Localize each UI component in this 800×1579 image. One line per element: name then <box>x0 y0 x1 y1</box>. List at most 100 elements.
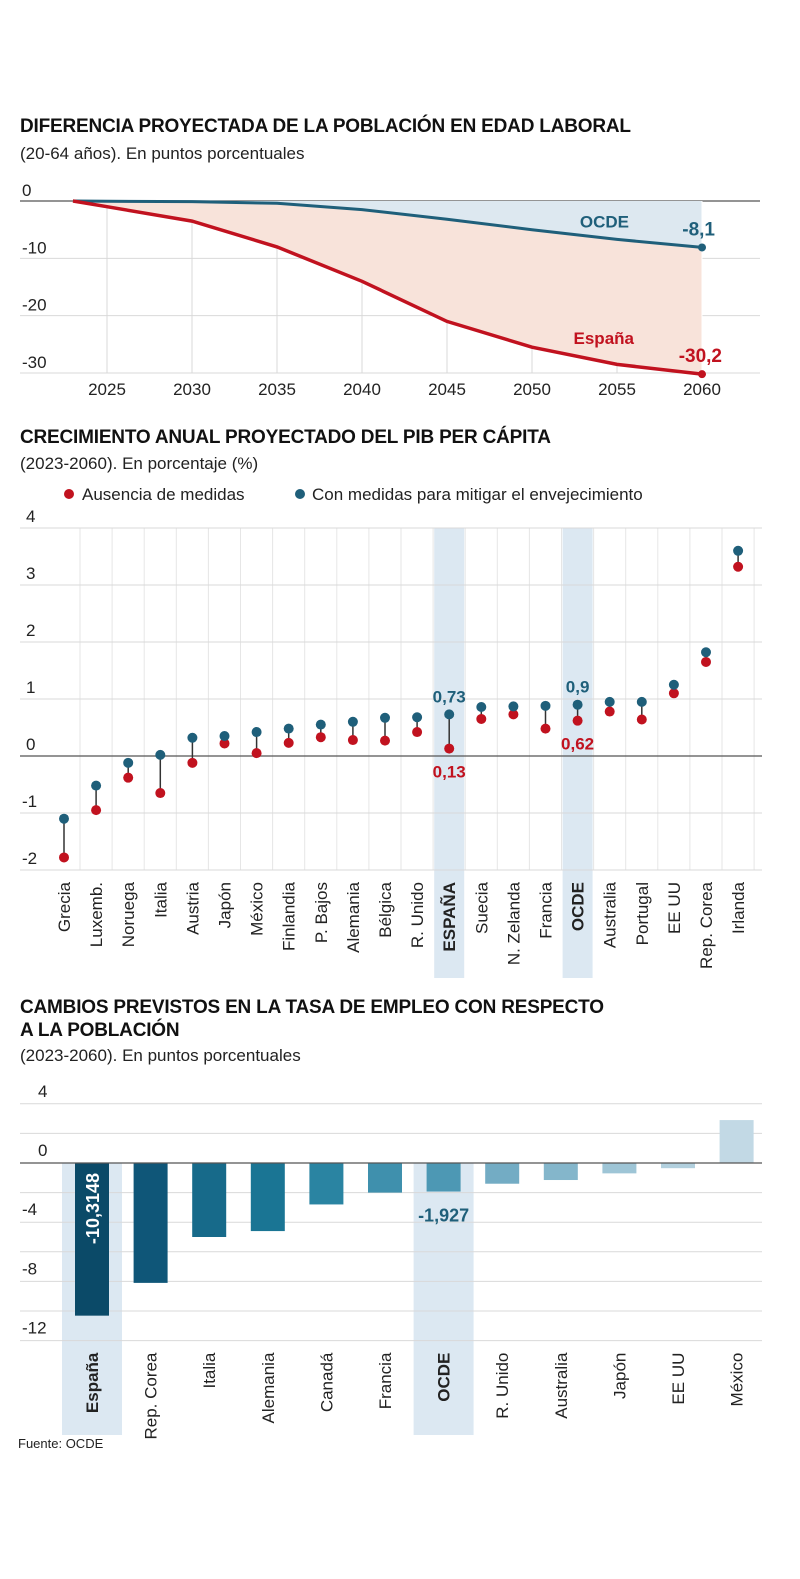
source-note: Fuente: OCDE <box>18 1436 104 1451</box>
category-label: EE UU <box>669 1353 688 1405</box>
point-without-measures <box>187 757 198 768</box>
bar <box>426 1163 461 1192</box>
category-label: Austria <box>183 881 202 934</box>
point-without-measures <box>219 738 230 749</box>
point-without-measures <box>59 852 69 863</box>
y-tick-label: -20 <box>22 296 47 315</box>
point-with-measures <box>123 757 134 768</box>
category-label: N. Zelanda <box>504 881 523 965</box>
x-tick-label: 2025 <box>88 380 126 399</box>
point-without-measures <box>540 723 551 734</box>
y-tick-label: -2 <box>22 849 37 868</box>
category-label: Japón <box>216 882 235 928</box>
oecd-line <box>72 199 703 249</box>
chart1-subtitle: (20-64 años). En puntos porcentuales <box>20 144 305 163</box>
point-with-measures <box>444 709 455 720</box>
category-label: Canadá <box>317 1352 336 1412</box>
point-without-measures <box>572 715 583 726</box>
category-label: EE UU <box>665 882 684 934</box>
point-with-measures <box>733 545 744 556</box>
point-with-measures <box>91 780 102 791</box>
point-without-measures <box>347 735 358 746</box>
legend-label-with: Con medidas para mitigar el envejecimien… <box>312 485 643 504</box>
category-label: OCDE <box>569 882 588 931</box>
y-tick-label: 0 <box>26 735 35 754</box>
category-label: Alemania <box>259 1352 278 1423</box>
point-with-measures <box>604 696 615 707</box>
y-tick-label: 0 <box>22 181 31 200</box>
point-with-measures <box>251 727 262 738</box>
point-without-measures <box>155 788 166 799</box>
point-without-measures <box>733 561 744 572</box>
category-label: Bélgica <box>376 881 395 937</box>
oecd-value-label: -1,927 <box>418 1206 469 1226</box>
x-tick-label: 2030 <box>173 380 211 399</box>
point-with-measures <box>476 701 487 712</box>
category-label: España <box>83 1352 102 1413</box>
category-label: México <box>248 882 267 936</box>
y-tick-label: -30 <box>22 353 47 372</box>
spain-end-value: -30,2 <box>679 346 722 367</box>
category-label: Grecia <box>55 881 74 932</box>
x-tick-label: 2035 <box>258 380 296 399</box>
oecd-series-label: OCDE <box>580 212 629 231</box>
spain-line <box>72 199 703 376</box>
point-without-measures <box>636 714 647 725</box>
y-tick-label: -4 <box>22 1200 37 1219</box>
category-label: Australia <box>552 1352 571 1419</box>
annotation-without-measures: 0,62 <box>561 735 594 754</box>
bar <box>719 1120 754 1163</box>
category-label: Suecia <box>472 881 491 934</box>
point-with-measures <box>701 647 711 658</box>
point-without-measures <box>91 805 102 816</box>
category-label: Australia <box>601 881 620 948</box>
category-label: México <box>728 1353 747 1407</box>
y-tick-label: 1 <box>26 678 35 697</box>
spain-end-point <box>698 370 706 379</box>
point-without-measures <box>476 713 487 724</box>
category-label: Luxemb. <box>87 882 106 947</box>
category-label: Rep. Corea <box>142 1352 161 1439</box>
bar <box>602 1163 637 1174</box>
point-with-measures <box>155 749 166 760</box>
y-tick-label: -10 <box>22 238 47 257</box>
oecd-end-value: -8,1 <box>682 219 715 240</box>
spain-value-label: -10,3148 <box>83 1173 103 1244</box>
highlight-band <box>562 528 593 978</box>
chart3-title-line2: A LA POBLACIÓN <box>20 1020 180 1041</box>
category-label: Noruega <box>119 881 138 947</box>
x-tick-label: 2055 <box>598 380 636 399</box>
point-with-measures <box>636 696 647 707</box>
bar <box>485 1163 520 1184</box>
point-without-measures <box>444 743 455 754</box>
annotation-with-measures: 0,9 <box>566 678 590 697</box>
y-tick-label: 4 <box>26 507 35 526</box>
annotation-with-measures: 0,73 <box>433 687 466 706</box>
bar <box>133 1163 168 1283</box>
chart2-title: CRECIMIENTO ANUAL PROYECTADO DEL PIB PER… <box>20 427 551 448</box>
category-label: Rep. Corea <box>697 881 716 968</box>
category-label: Francia <box>376 1352 395 1409</box>
point-with-measures <box>219 731 230 742</box>
point-without-measures <box>508 709 519 720</box>
y-tick-label: -8 <box>22 1259 37 1278</box>
population-line-chart: 0 -10 -20 -30 2025 2030 2035 2040 2045 2050 2055 20… <box>20 181 760 399</box>
category-label: Portugal <box>633 882 652 945</box>
x-tick-label: 2040 <box>343 380 381 399</box>
x-tick-label: 2060 <box>683 380 721 399</box>
legend-label-without: Ausencia de medidas <box>82 485 245 504</box>
point-with-measures <box>540 700 551 711</box>
point-without-measures <box>123 772 134 783</box>
category-label: Francia <box>537 881 556 938</box>
bar <box>250 1163 285 1232</box>
point-without-measures <box>604 706 615 717</box>
point-without-measures <box>315 732 326 743</box>
point-with-measures <box>347 716 358 727</box>
category-label: P. Bajos <box>312 882 331 943</box>
point-without-measures <box>701 656 711 667</box>
bar <box>309 1163 344 1205</box>
category-label: OCDE <box>435 1353 454 1402</box>
category-label: Alemania <box>344 881 363 952</box>
point-with-measures <box>668 679 679 690</box>
bar <box>543 1163 578 1181</box>
